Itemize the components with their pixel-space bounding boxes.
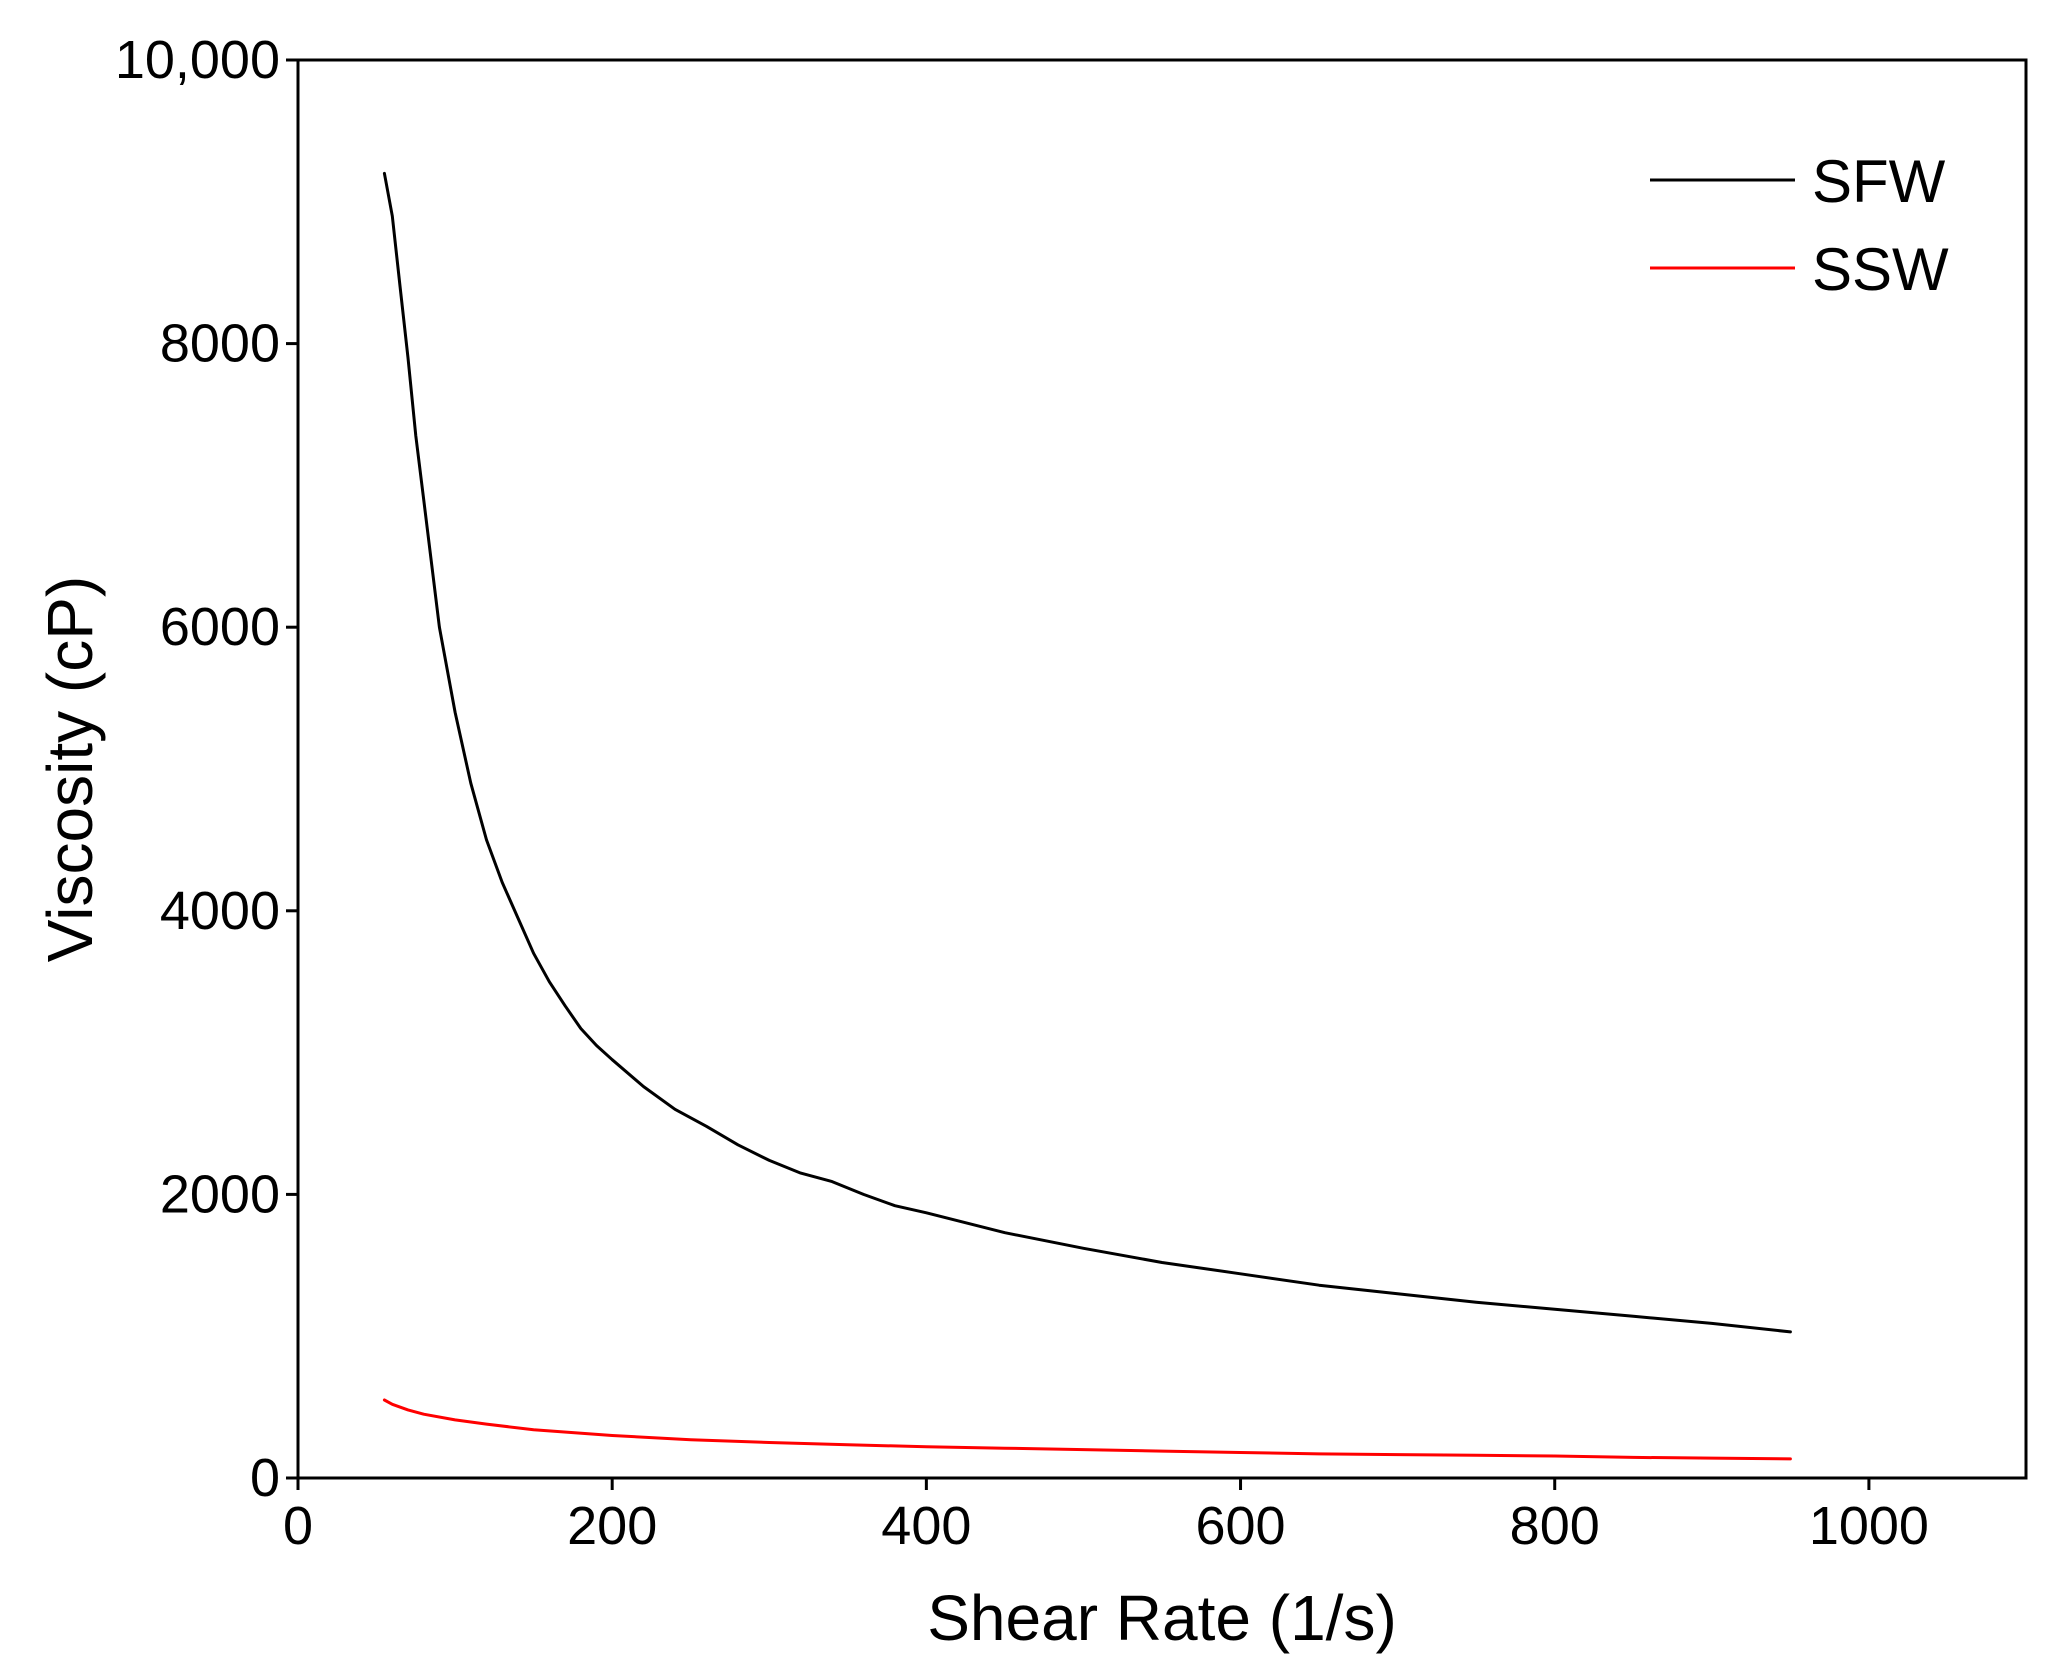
x-axis-label: Shear Rate (1/s) — [927, 1582, 1397, 1654]
series-line-sfw — [382, 171, 1792, 1334]
y-tick-label: 2000 — [160, 1164, 280, 1224]
y-tick-label: 10,000 — [115, 30, 280, 90]
x-axis-ticks: 0 200 400 600 800 1000 — [283, 1478, 1929, 1556]
y-tick-label: 8000 — [160, 314, 280, 374]
y-tick-label: 0 — [250, 1448, 280, 1508]
x-tick-label: 0 — [283, 1496, 313, 1556]
legend: SFW SSW — [1650, 148, 1949, 303]
x-tick-label: 600 — [1195, 1496, 1285, 1556]
y-axis-label: Viscosity (cP) — [34, 576, 106, 962]
legend-label-ssw: SSW — [1812, 236, 1949, 303]
series-layer — [382, 171, 1792, 1461]
x-tick-label: 1000 — [1809, 1496, 1929, 1556]
y-axis-ticks: 0 2000 4000 6000 8000 10,000 — [115, 30, 298, 1508]
series-line-ssw — [382, 1398, 1792, 1461]
x-tick-label: 200 — [567, 1496, 657, 1556]
legend-label-sfw: SFW — [1812, 148, 1946, 215]
y-tick-label: 4000 — [160, 881, 280, 941]
x-tick-label: 800 — [1510, 1496, 1600, 1556]
y-tick-label: 6000 — [160, 597, 280, 657]
plot-area-frame — [296, 58, 2028, 1480]
x-tick-label: 400 — [881, 1496, 971, 1556]
